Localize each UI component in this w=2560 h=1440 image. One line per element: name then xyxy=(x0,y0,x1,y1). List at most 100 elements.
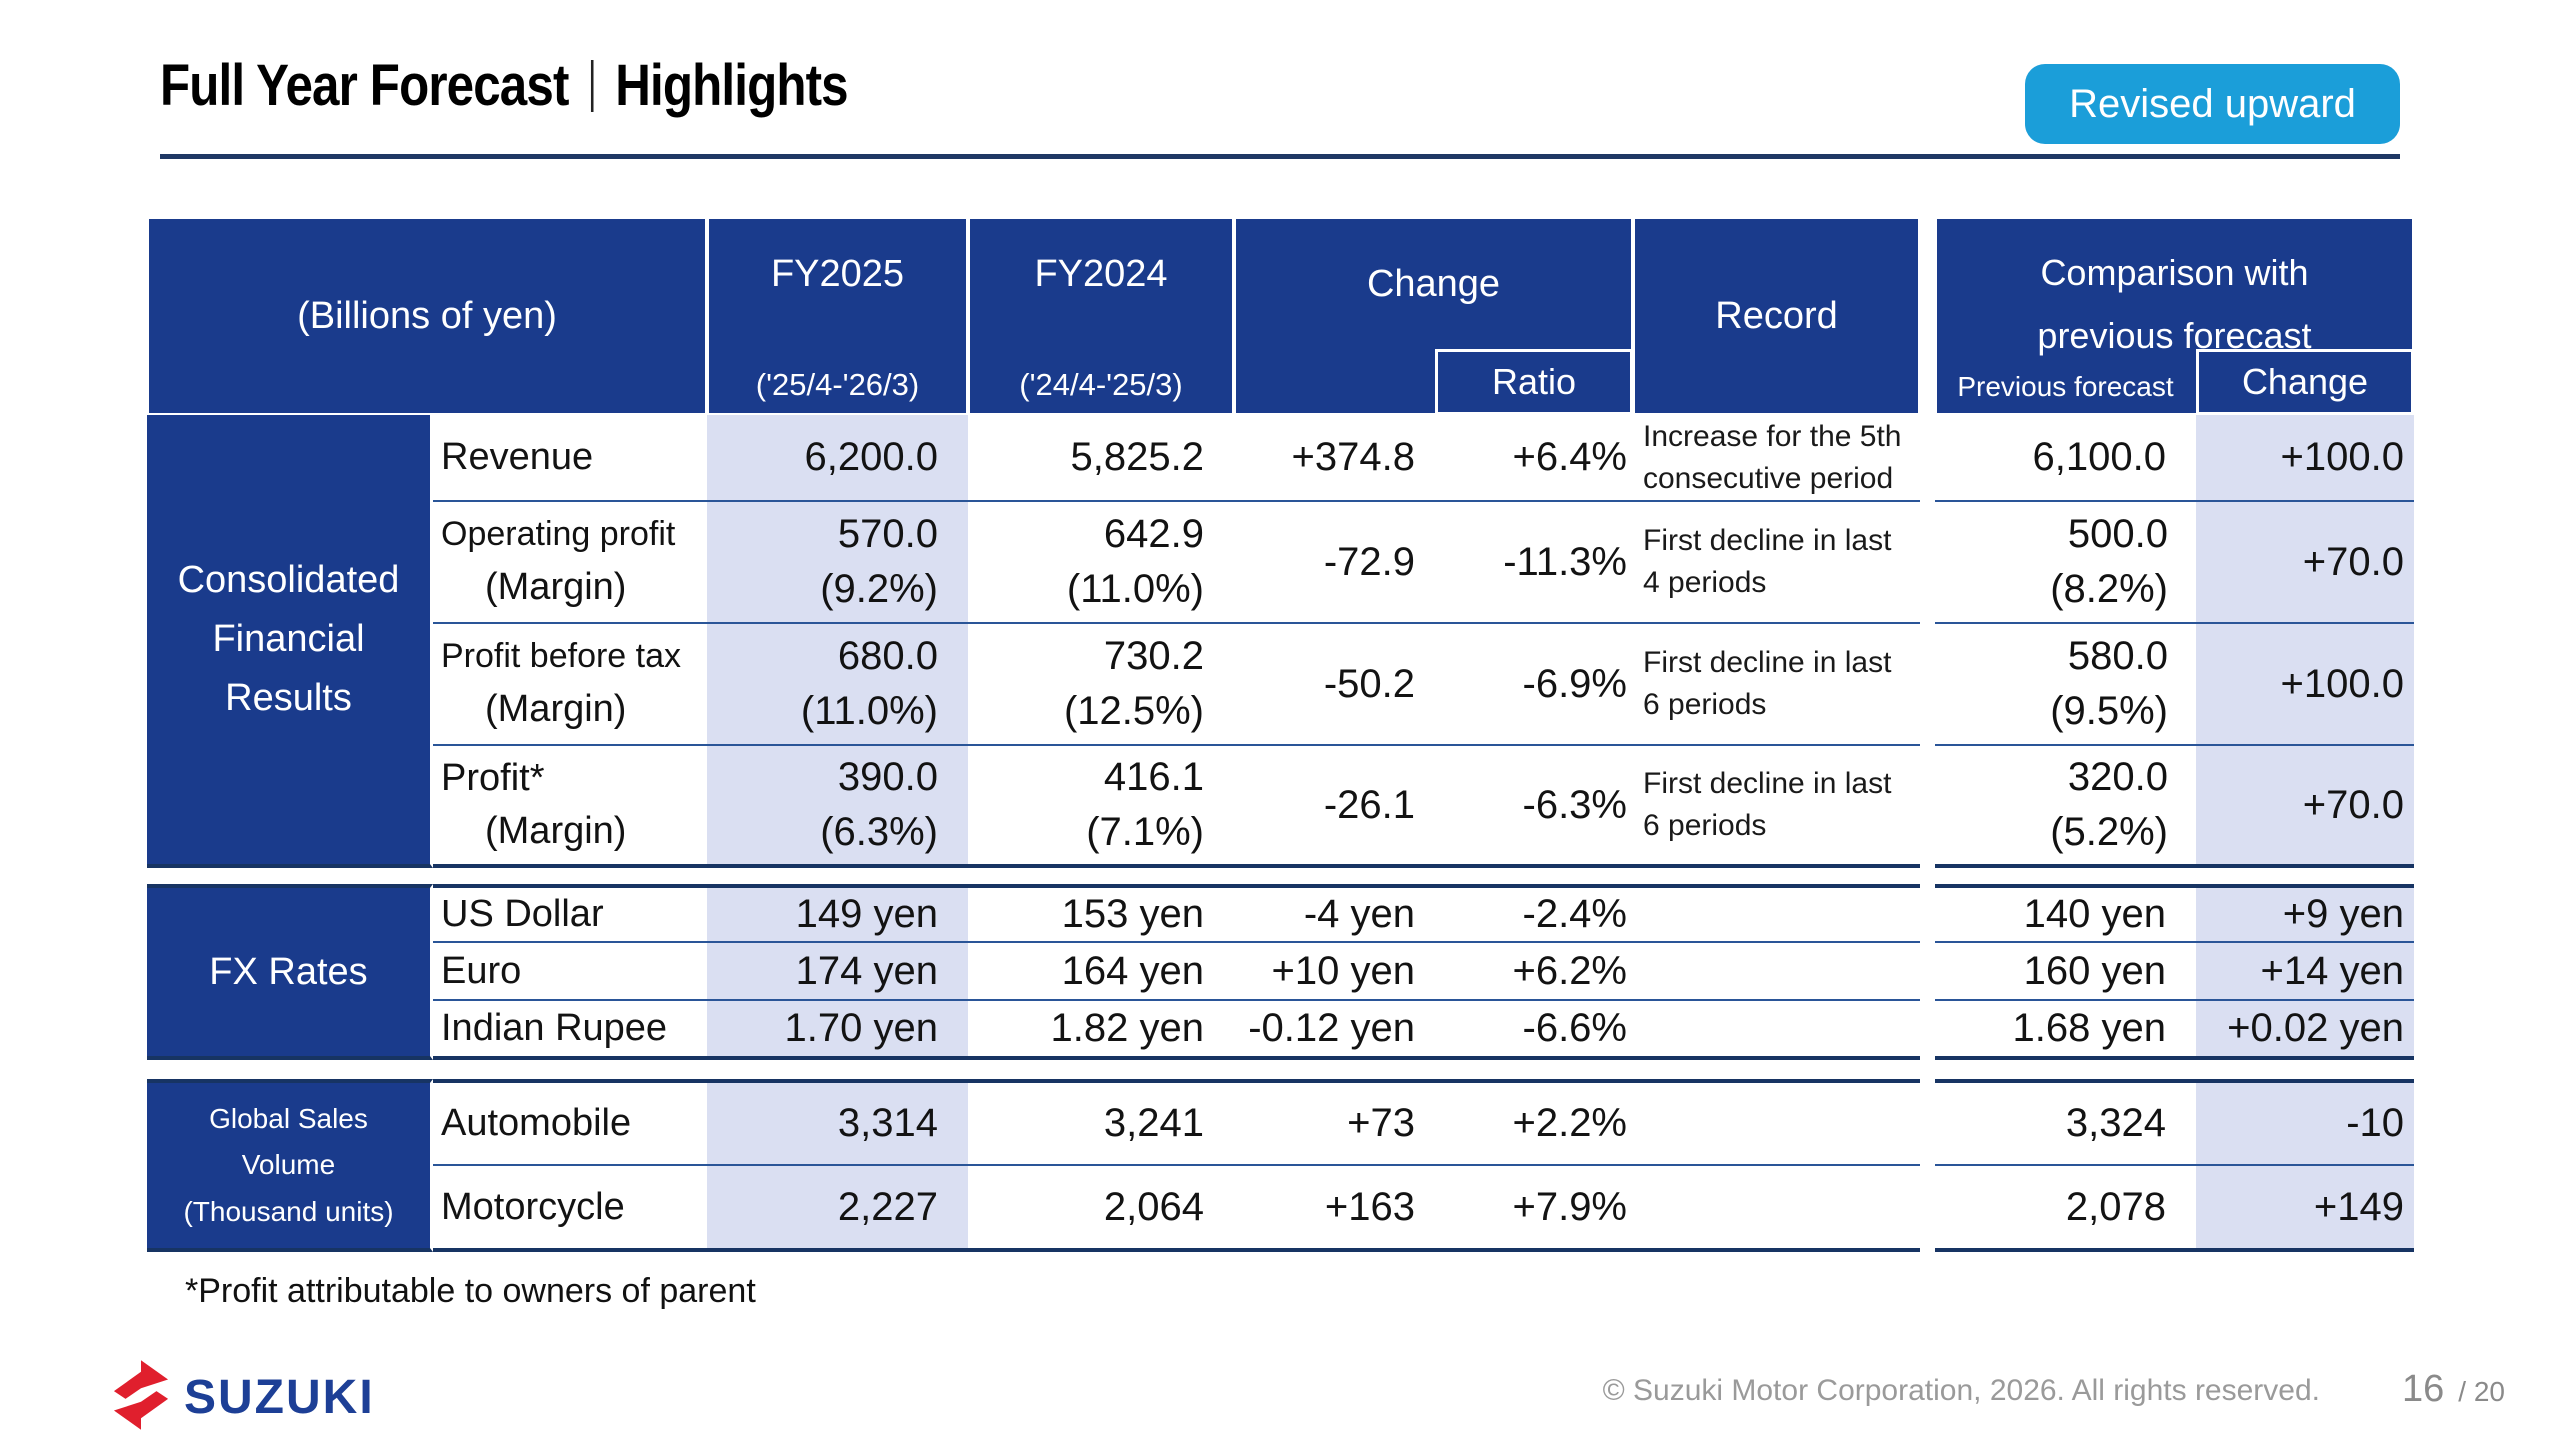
value-margin: (7.1%) xyxy=(1086,809,1204,854)
suzuki-logo: SUZUKI xyxy=(112,1360,375,1435)
suzuki-s-mark-icon xyxy=(112,1360,170,1435)
profit-before-tax-comparison-change: +100.0 xyxy=(2196,624,2414,746)
value-margin: (9.2%) xyxy=(820,567,938,611)
value: 570.0 xyxy=(837,512,938,556)
title-divider xyxy=(590,59,594,112)
header-fy2025-period: ('25/4-'26/3) xyxy=(755,367,920,402)
group-line: Volume xyxy=(241,1149,336,1181)
motorcycle-comparison-change: +149 xyxy=(2196,1166,2414,1252)
profit-before-tax-label: Profit before tax (Margin) xyxy=(433,624,707,746)
us-dollar-record-empty xyxy=(1633,884,1920,943)
header-fy2025: FY2025 ('25/4-'26/3) xyxy=(707,217,968,415)
header-change: Change xyxy=(1234,217,1633,415)
value: 580.0 xyxy=(2067,634,2168,678)
group-line: Results xyxy=(225,676,352,719)
record-line: First decline in last xyxy=(1643,646,1892,679)
revenue-record: Increase for the 5th consecutive period xyxy=(1633,415,1920,502)
euro-label: Euro xyxy=(433,943,707,1001)
header-record: Record xyxy=(1633,217,1920,415)
record-line: 6 periods xyxy=(1643,809,1767,842)
group-fx-rates: FX Rates xyxy=(147,884,433,1060)
indian-rupee-change: -0.12 yen xyxy=(1234,1001,1435,1060)
us-dollar-label: US Dollar xyxy=(433,884,707,943)
automobile-comparison-change: -10 xyxy=(2196,1079,2414,1166)
euro-fy2025: 174 yen xyxy=(707,943,968,1001)
profit-ratio: -6.3% xyxy=(1435,746,1633,868)
page-title-right: Highlights xyxy=(615,53,848,118)
header-fy2025-title: FY2025 xyxy=(770,253,905,295)
profit-before-tax-fy2024: 730.2 (12.5%) xyxy=(968,624,1234,746)
group-line: Financial xyxy=(212,618,365,661)
header-fy2024: FY2024 ('24/4-'25/3) xyxy=(968,217,1234,415)
profit-previous-forecast: 320.0 (5.2%) xyxy=(1935,746,2196,868)
operating-profit-fy2025: 570.0 (9.2%) xyxy=(707,502,968,624)
value-margin: (11.0%) xyxy=(800,689,938,733)
value: 730.2 xyxy=(1103,634,1204,678)
label-line: Profit* xyxy=(441,756,545,799)
record-line: consecutive period xyxy=(1643,461,1894,495)
page-current: 16 xyxy=(2402,1368,2445,1410)
indian-rupee-previous-forecast: 1.68 yen xyxy=(1935,1001,2196,1060)
forecast-table: (Billions of yen) FY2025 ('25/4-'26/3) F… xyxy=(147,217,2414,1252)
operating-profit-fy2024: 642.9 (11.0%) xyxy=(968,502,1234,624)
header-ratio: Ratio xyxy=(1435,349,1633,415)
record-line: First decline in last xyxy=(1643,767,1892,800)
us-dollar-comparison-change: +9 yen xyxy=(2196,884,2414,943)
us-dollar-previous-forecast: 140 yen xyxy=(1935,884,2196,943)
euro-fy2024: 164 yen xyxy=(968,943,1234,1001)
revenue-ratio: +6.4% xyxy=(1435,415,1633,502)
automobile-fy2024: 3,241 xyxy=(968,1079,1234,1166)
revenue-fy2024: 5,825.2 xyxy=(968,415,1234,502)
euro-change: +10 yen xyxy=(1234,943,1435,1001)
label-line: Operating profit xyxy=(441,514,676,553)
record-line: 4 periods xyxy=(1643,566,1767,599)
revenue-previous-forecast: 6,100.0 xyxy=(1935,415,2196,502)
record-line: Increase for the 5th xyxy=(1643,419,1902,453)
label-line: Profit before tax xyxy=(441,636,682,675)
automobile-ratio: +2.2% xyxy=(1435,1079,1633,1166)
profit-record: First decline in last 6 periods xyxy=(1633,746,1920,868)
motorcycle-label: Motorcycle xyxy=(433,1166,707,1252)
profit-before-tax-ratio: -6.9% xyxy=(1435,624,1633,746)
header-previous-forecast: Previous forecast xyxy=(1957,371,2174,402)
title-underline xyxy=(160,154,2400,159)
value-margin: (8.2%) xyxy=(2050,567,2168,611)
euro-record-empty xyxy=(1633,943,1920,1001)
page-indicator: 16 / 20 xyxy=(2402,1368,2505,1411)
value: 416.1 xyxy=(1103,755,1204,800)
revenue-change: +374.8 xyxy=(1234,415,1435,502)
value-margin: (5.2%) xyxy=(2050,809,2168,854)
motorcycle-fy2024: 2,064 xyxy=(968,1166,1234,1252)
us-dollar-fy2024: 153 yen xyxy=(968,884,1234,943)
automobile-change: +73 xyxy=(1234,1079,1435,1166)
header-unit-label: (Billions of yen) xyxy=(147,217,707,415)
value: 320.0 xyxy=(2067,755,2168,800)
indian-rupee-comparison-change: +0.02 yen xyxy=(2196,1001,2414,1060)
header-comparison-change: Change xyxy=(2196,349,2414,415)
group-line: FX Rates xyxy=(209,950,368,993)
us-dollar-change: -4 yen xyxy=(1234,884,1435,943)
profit-before-tax-previous-forecast: 580.0 (9.5%) xyxy=(1935,624,2196,746)
revenue-label: Revenue xyxy=(433,415,707,502)
value: 642.9 xyxy=(1103,512,1204,556)
automobile-previous-forecast: 3,324 xyxy=(1935,1079,2196,1166)
header-comparison-line1: Comparison with xyxy=(2040,252,2309,293)
profit-before-tax-record: First decline in last 6 periods xyxy=(1633,624,1920,746)
motorcycle-fy2025: 2,227 xyxy=(707,1166,968,1252)
label-margin: (Margin) xyxy=(485,810,627,853)
page-title: Full Year Forecast Highlights xyxy=(160,52,849,119)
operating-profit-change: -72.9 xyxy=(1234,502,1435,624)
operating-profit-ratio: -11.3% xyxy=(1435,502,1633,624)
operating-profit-record: First decline in last 4 periods xyxy=(1633,502,1920,624)
profit-before-tax-change: -50.2 xyxy=(1234,624,1435,746)
label-margin: (Margin) xyxy=(485,566,627,609)
value: 390.0 xyxy=(837,755,938,800)
profit-label: Profit* (Margin) xyxy=(433,746,707,868)
header-fy2024-title: FY2024 xyxy=(1034,253,1168,295)
indian-rupee-label: Indian Rupee xyxy=(433,1001,707,1060)
automobile-record-empty xyxy=(1633,1079,1920,1166)
revised-upward-badge: Revised upward xyxy=(2025,64,2400,144)
label-margin: (Margin) xyxy=(485,688,627,731)
us-dollar-ratio: -2.4% xyxy=(1435,884,1633,943)
motorcycle-ratio: +7.9% xyxy=(1435,1166,1633,1252)
